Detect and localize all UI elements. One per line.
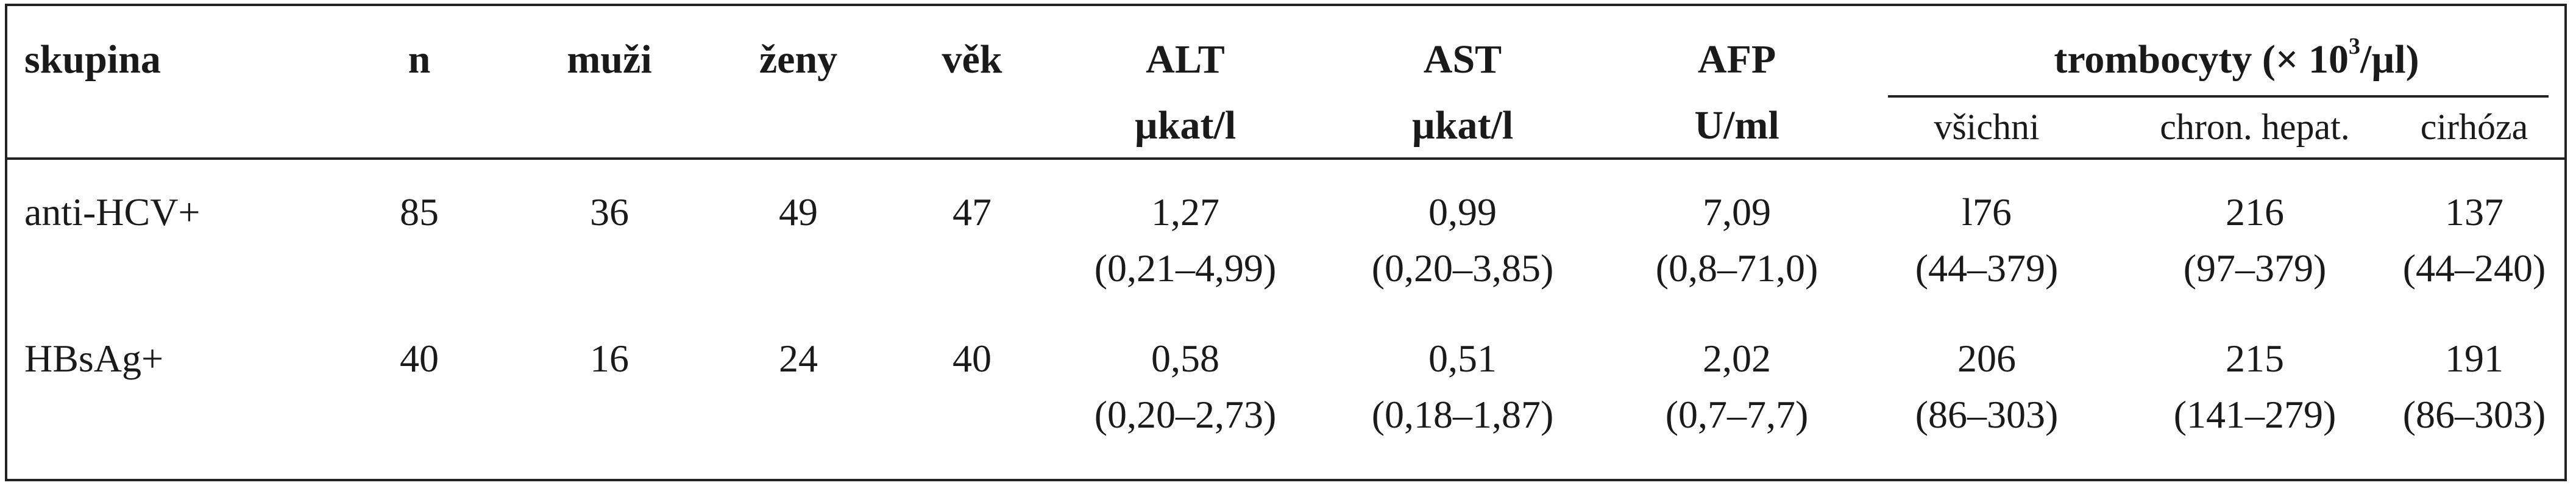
row2-men: 16 — [590, 337, 629, 380]
row1-chronic: 216 — [2226, 190, 2284, 234]
header-platelets: trombocyty (× 103/µl) — [2054, 34, 2419, 83]
header-group: skupina — [24, 37, 161, 82]
header-alt: ALT — [1146, 37, 1225, 82]
header-platelets-suffix: /µl) — [2360, 37, 2419, 82]
row2-cirrhosis: 191 — [2445, 337, 2503, 380]
row2-all: 206 — [1957, 337, 2016, 380]
header-platelets-prefix: trombocyty (× 10 — [2054, 37, 2349, 82]
row1-all: l76 — [1962, 190, 2012, 234]
header-ast: AST — [1423, 37, 1502, 82]
row1-alt-range: (0,21–4,99) — [1094, 246, 1277, 290]
header-age: věk — [942, 37, 1002, 82]
row2-ast-range: (0,18–1,87) — [1371, 393, 1554, 436]
header-platelets-sup: 3 — [2348, 34, 2360, 59]
row1-chronic-range: (97–379) — [2183, 246, 2327, 290]
header-all: všichni — [1934, 107, 2040, 147]
row2-cirrhosis-range: (86–303) — [2402, 393, 2546, 436]
header-women: ženy — [759, 37, 838, 82]
row2-all-range: (86–303) — [1915, 393, 2059, 436]
header-rule — [5, 157, 2567, 160]
row1-age: 47 — [953, 190, 992, 234]
row2-ast: 0,51 — [1428, 337, 1497, 380]
row1-all-range: (44–379) — [1915, 246, 2059, 290]
header-afp: AFP — [1697, 37, 1776, 82]
platelets-subheader-rule — [1888, 95, 2549, 98]
row2-women: 24 — [779, 337, 818, 380]
header-afp-unit: U/ml — [1694, 103, 1779, 148]
row1-afp: 7,09 — [1703, 190, 1771, 234]
table-frame — [5, 4, 2567, 481]
row1-women: 49 — [779, 190, 818, 234]
row1-cirrhosis-range: (44–240) — [2402, 246, 2546, 290]
header-chronic: chron. hepat. — [2160, 107, 2350, 147]
row2-alt-range: (0,20–2,73) — [1094, 393, 1277, 436]
row1-afp-range: (0,8–71,0) — [1655, 246, 1818, 290]
header-ast-unit: µkat/l — [1411, 103, 1514, 148]
header-alt-unit: µkat/l — [1134, 103, 1237, 148]
row2-afp-range: (0,7–7,7) — [1665, 393, 1809, 436]
row2-n: 40 — [400, 337, 439, 380]
row1-group: anti-HCV+ — [24, 190, 200, 234]
row2-age: 40 — [953, 337, 992, 380]
row1-cirrhosis: 137 — [2445, 190, 2503, 234]
header-men: muži — [567, 37, 652, 82]
header-n: n — [408, 37, 431, 82]
row1-ast-range: (0,20–3,85) — [1371, 246, 1554, 290]
row2-group: HBsAg+ — [24, 337, 164, 380]
row2-chronic-range: (141–279) — [2173, 393, 2336, 436]
row2-alt: 0,58 — [1151, 337, 1219, 380]
row1-men: 36 — [590, 190, 629, 234]
row1-alt: 1,27 — [1151, 190, 1219, 234]
header-cirrhosis: cirhóza — [2420, 107, 2528, 147]
row2-chronic: 215 — [2226, 337, 2284, 380]
row1-ast: 0,99 — [1428, 190, 1497, 234]
row1-n: 85 — [400, 190, 439, 234]
row2-afp: 2,02 — [1703, 337, 1771, 380]
